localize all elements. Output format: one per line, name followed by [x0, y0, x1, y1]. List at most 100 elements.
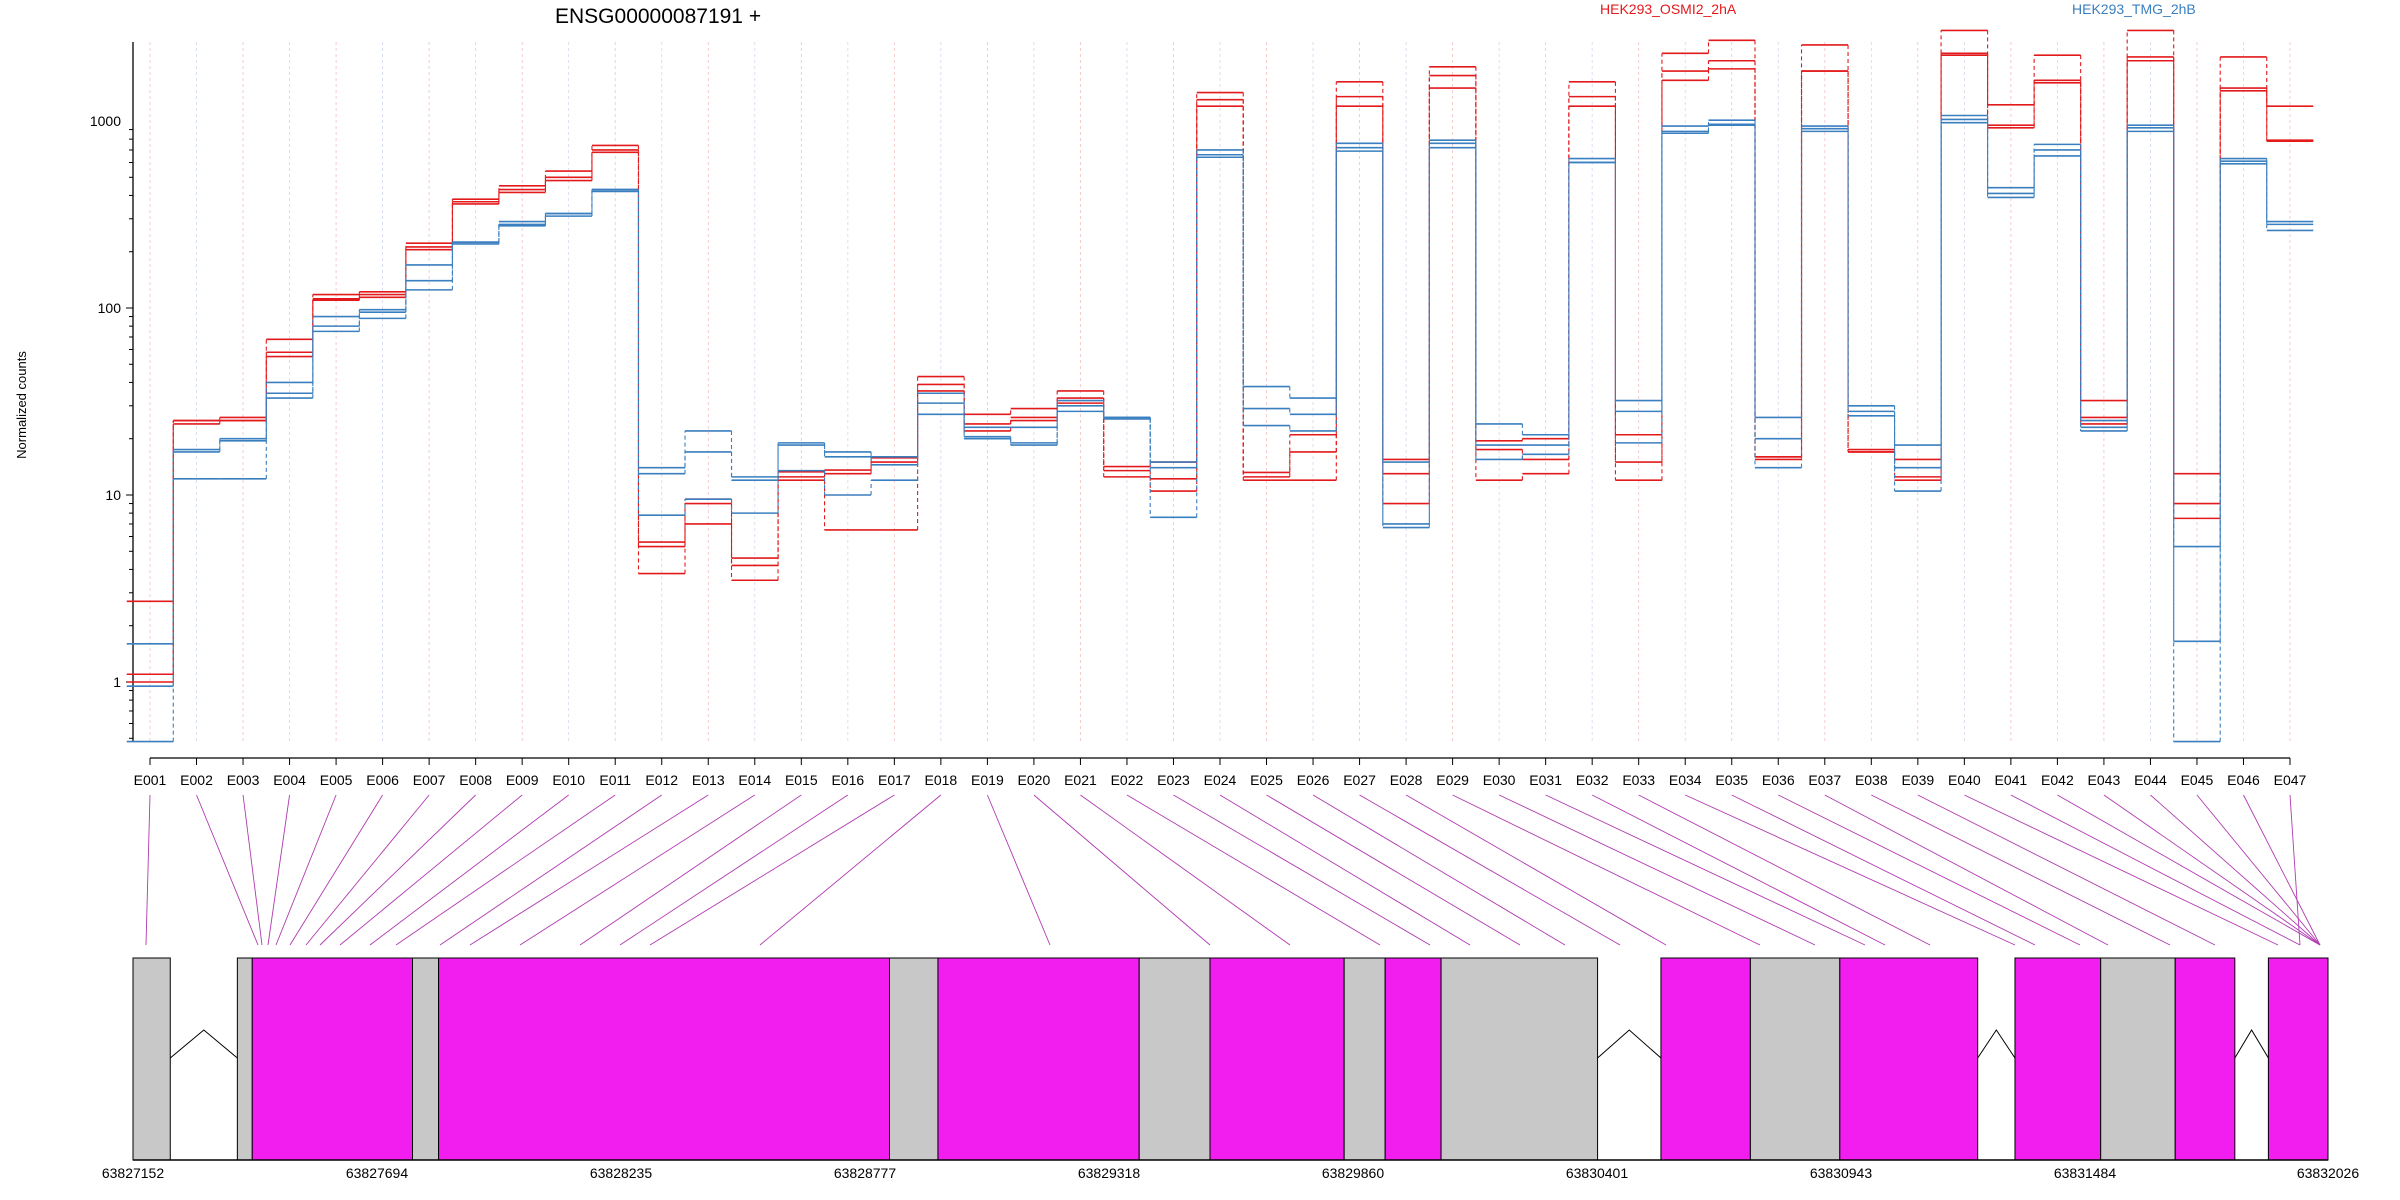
connector-E034 [1685, 794, 2016, 946]
connector-E029 [1452, 794, 1761, 946]
connector-E021 [1080, 794, 1291, 946]
x-tick-label-E007: E007 [413, 772, 446, 788]
connector-E041 [2010, 794, 2301, 946]
connector-E014 [519, 794, 756, 946]
x-tick-label-E024: E024 [1204, 772, 1237, 788]
x-tick-label-E042: E042 [2041, 772, 2074, 788]
x-tick-label-E037: E037 [1808, 772, 1841, 788]
intron-link [1597, 1029, 1662, 1059]
x-tick-label-E013: E013 [692, 772, 725, 788]
exon-block-magenta [251, 957, 413, 1161]
x-tick-label-E015: E015 [785, 772, 818, 788]
x-tick-label-E041: E041 [1995, 772, 2028, 788]
exon-block-gray [1749, 957, 1841, 1161]
x-tick-label-E039: E039 [1901, 772, 1934, 788]
exon-block-gray [1440, 957, 1599, 1161]
connector-E023 [1173, 794, 1431, 946]
x-tick-label-E034: E034 [1669, 772, 1702, 788]
connector-E024 [1219, 794, 1471, 946]
exon-block-magenta [438, 957, 891, 1161]
x-tick-label-E001: E001 [134, 772, 167, 788]
x-tick-label-E012: E012 [645, 772, 678, 788]
connector-E042 [2057, 794, 2321, 946]
x-tick-label-E002: E002 [180, 772, 213, 788]
x-tick-label-E043: E043 [2088, 772, 2121, 788]
connector-E035 [1731, 794, 2036, 946]
series-tmg-3 [126, 121, 2314, 743]
connector-E031 [1545, 794, 1866, 946]
x-tick-label-E035: E035 [1715, 772, 1748, 788]
coordinate-label: 63829860 [1322, 1165, 1385, 1181]
x-tick-label-E023: E023 [1157, 772, 1190, 788]
x-tick-label-E019: E019 [971, 772, 1004, 788]
x-tick-label-E004: E004 [273, 772, 306, 788]
x-tick-label-E016: E016 [831, 772, 864, 788]
connector-E028 [1405, 794, 1667, 946]
connector-E043 [2103, 794, 2321, 946]
exon-connectors [145, 794, 2321, 946]
exon-block-gray [2100, 957, 2176, 1161]
x-tick-label-E011: E011 [599, 772, 631, 788]
connector-E044 [2150, 794, 2321, 946]
exon-block-magenta [1839, 957, 1979, 1161]
y-tick-label: 10 [105, 487, 121, 503]
coordinate-label: 63827152 [102, 1165, 165, 1181]
x-tick-label-E022: E022 [1111, 772, 1144, 788]
connector-E012 [439, 794, 662, 946]
connector-E010 [369, 794, 569, 946]
exon-block-magenta [1209, 957, 1345, 1161]
legend-entry-tmg: HEK293_TMG_2hB [2072, 1, 2196, 17]
exon-block-gray [132, 957, 171, 1161]
x-tick-label-E021: E021 [1064, 772, 1097, 788]
connector-E038 [1871, 794, 2171, 946]
x-tick-label-E036: E036 [1762, 772, 1795, 788]
connector-E001 [145, 794, 151, 946]
connector-E011 [395, 794, 616, 946]
x-tick-label-E045: E045 [2181, 772, 2214, 788]
title-area: ENSG00000087191 + HEK293_OSMI2_2hA HEK29… [14, 1, 2196, 459]
exon-block-magenta [1384, 957, 1442, 1161]
x-tick-label-E005: E005 [320, 772, 353, 788]
connector-E018 [759, 794, 942, 946]
intron-link [2234, 1029, 2269, 1059]
x-tick-label-E038: E038 [1855, 772, 1888, 788]
connector-E040 [1964, 794, 2279, 946]
connector-E045 [2196, 794, 2321, 946]
x-tick-label-E026: E026 [1297, 772, 1330, 788]
connector-E009 [339, 794, 523, 946]
exon-block-gray [1138, 957, 1211, 1161]
connector-E030 [1498, 794, 1816, 946]
legend-entry-osmi2: HEK293_OSMI2_2hA [1600, 1, 1737, 17]
connector-E016 [619, 794, 849, 946]
coordinate-label: 63830401 [1566, 1165, 1629, 1181]
y-tick-label: 1 [113, 674, 121, 690]
coordinate-label: 63829318 [1078, 1165, 1141, 1181]
x-tick-label-E044: E044 [2134, 772, 2167, 788]
exon-gridlines [149, 42, 2291, 742]
connector-E017 [649, 794, 895, 946]
chart-title: ENSG00000087191 + [555, 5, 761, 28]
coordinate-label: 63827694 [346, 1165, 409, 1181]
x-tick-label-E030: E030 [1483, 772, 1516, 788]
connector-E007 [305, 794, 430, 946]
intron-link [1977, 1029, 2016, 1059]
x-tick-label-E032: E032 [1576, 772, 1609, 788]
x-tick-label-E047: E047 [2274, 772, 2307, 788]
x-tick-label-E018: E018 [925, 772, 958, 788]
exon-block-gray [1343, 957, 1386, 1161]
exon-block-magenta [937, 957, 1140, 1161]
connector-E020 [1033, 794, 1211, 946]
x-tick-label-E046: E046 [2227, 772, 2260, 788]
intron-link [169, 1029, 238, 1059]
x-tick-label-E008: E008 [459, 772, 492, 788]
connector-E025 [1266, 794, 1521, 946]
connector-E033 [1638, 794, 1931, 946]
x-tick-label-E027: E027 [1343, 772, 1376, 788]
connector-E039 [1917, 794, 2216, 946]
connector-E046 [2243, 794, 2321, 946]
coordinate-label: 63832026 [2297, 1165, 2360, 1181]
connector-E004 [267, 794, 291, 946]
connector-E036 [1778, 794, 2081, 946]
gene-model: 63827152 63827694 63828235 63828777 63829318… [102, 957, 2360, 1181]
x-tick-label-E040: E040 [1948, 772, 1981, 788]
